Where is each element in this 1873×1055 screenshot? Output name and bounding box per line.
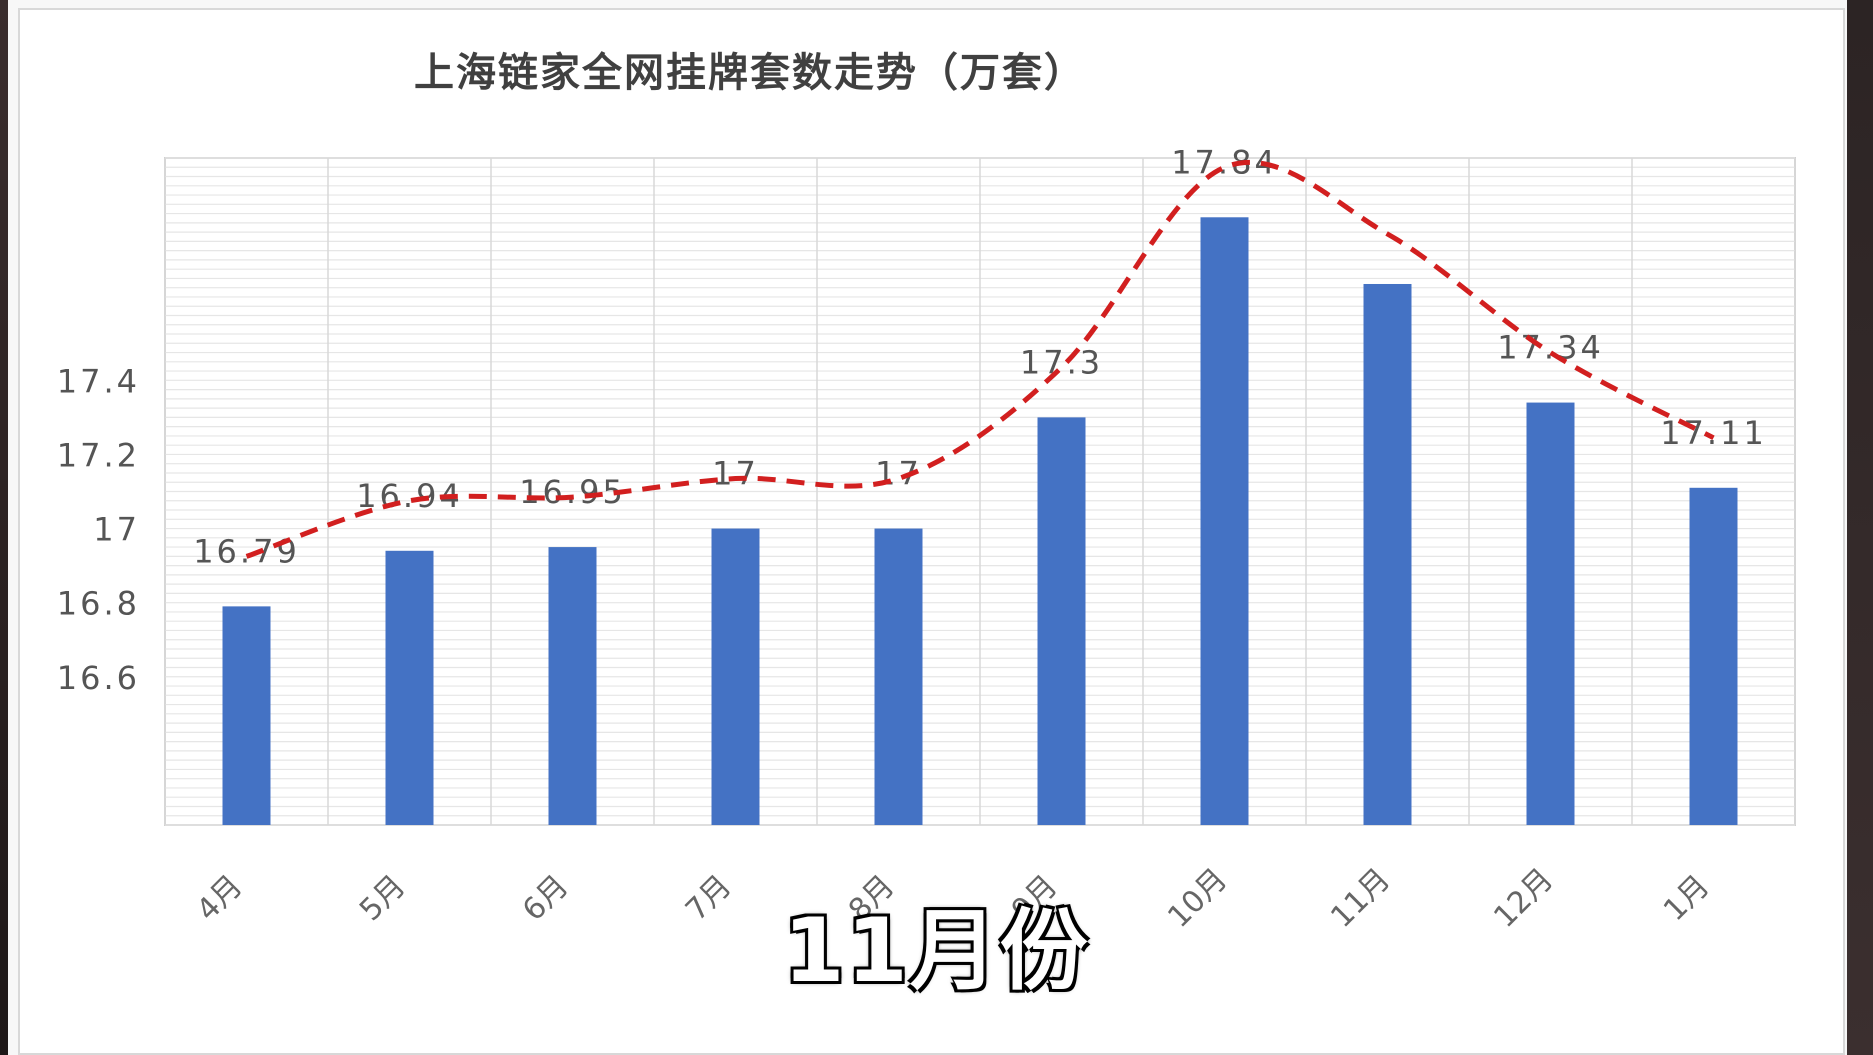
bar: [1037, 417, 1086, 825]
data-label: 16.95: [519, 473, 626, 511]
bar: [1200, 217, 1249, 826]
trend-line: [245, 159, 1715, 559]
y-tick-label: 17.4: [57, 362, 140, 400]
right-frame-edge: [1847, 0, 1873, 1055]
y-tick-label: 16.6: [57, 659, 140, 697]
y-tick-label: 17.2: [57, 436, 140, 474]
data-label: 17.84: [1171, 143, 1278, 181]
y-tick-label: 16.8: [57, 585, 140, 623]
bar: [1689, 487, 1738, 825]
data-label: 17.34: [1497, 329, 1604, 367]
bar: [385, 550, 434, 825]
grid-lines: [164, 157, 1796, 826]
bar: [222, 606, 271, 825]
y-axis-ticks: 16.6 16.8 17 17.2 17.4: [57, 362, 140, 697]
chart-title: 上海链家全网挂牌套数走势（万套）: [414, 49, 1086, 96]
bar: [711, 528, 760, 825]
y-tick-label: 17: [93, 511, 140, 549]
bar: [874, 528, 923, 825]
data-label: 17.11: [1660, 414, 1767, 452]
left-frame-edge: [0, 0, 8, 1055]
data-label: 16.79: [193, 532, 300, 570]
bar: [548, 547, 597, 825]
video-caption: 11月份: [783, 899, 1090, 1002]
data-label: 17: [712, 455, 759, 493]
data-label: 17.3: [1020, 343, 1103, 381]
bars: [222, 217, 1738, 826]
bar: [1526, 402, 1575, 825]
bar: [1363, 283, 1412, 825]
